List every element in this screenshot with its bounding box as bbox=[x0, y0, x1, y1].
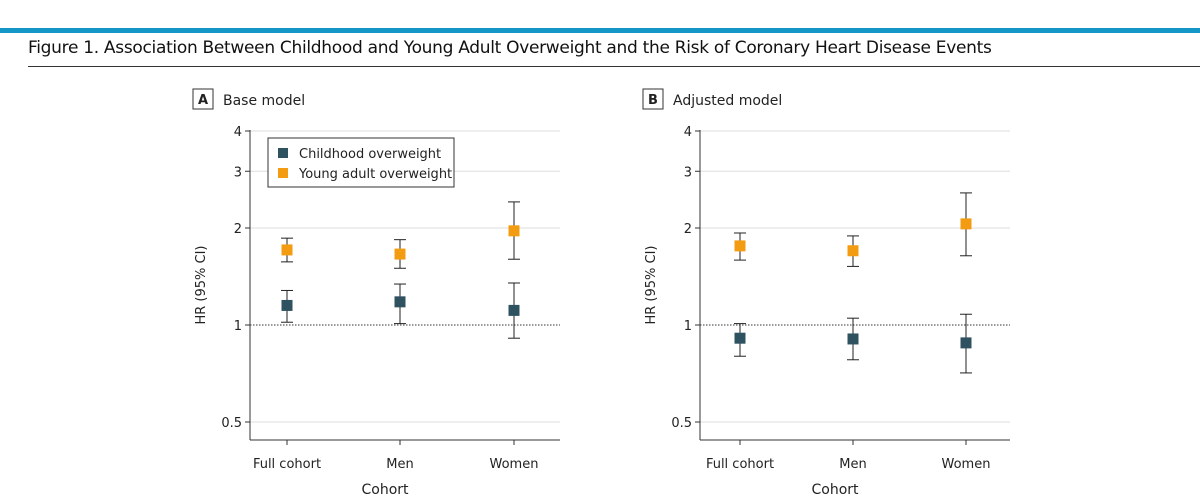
legend-label: Childhood overweight bbox=[299, 147, 441, 162]
panel-letter-box bbox=[642, 88, 664, 110]
data-point bbox=[734, 240, 746, 252]
y-axis-label: HR (95% CI) bbox=[644, 245, 659, 324]
legend-label: Young adult overweight bbox=[298, 167, 452, 182]
y-axis-label: HR (95% CI) bbox=[194, 245, 209, 324]
y-tick-label: 3 bbox=[234, 165, 242, 180]
x-axis-label: Cohort bbox=[361, 482, 409, 498]
legend-box bbox=[267, 137, 455, 188]
y-tick-label: 3 bbox=[684, 165, 692, 180]
data-point bbox=[394, 248, 406, 260]
x-tick-label: Full cohort bbox=[253, 457, 321, 472]
header-bar bbox=[0, 28, 1200, 33]
data-point bbox=[281, 299, 293, 311]
data-point bbox=[281, 244, 293, 256]
legend-swatch bbox=[278, 148, 288, 158]
data-point bbox=[394, 296, 406, 308]
panel-title: Base model bbox=[223, 93, 305, 109]
data-point bbox=[508, 304, 520, 316]
panel-A: A Base model 0.5 1 2 3 4 HR (95% CI) Full cohort… bbox=[192, 88, 560, 498]
title-divider bbox=[28, 66, 1200, 67]
legend: Childhood overweight Young adult overweig… bbox=[267, 137, 455, 188]
panel-letter: A bbox=[198, 93, 208, 108]
panel-letter-box bbox=[192, 88, 214, 110]
figure-title: Figure 1. Association Between Childhood … bbox=[28, 38, 992, 58]
panel-B: B Adjusted model 0.5 1 2 3 4 HR (95% CI) Full co… bbox=[642, 88, 1010, 498]
data-point bbox=[960, 337, 972, 349]
y-tick-label: 1 bbox=[684, 319, 692, 334]
data-point bbox=[847, 245, 859, 257]
x-axis-label: Cohort bbox=[811, 482, 859, 498]
x-tick-label: Women bbox=[942, 457, 991, 472]
y-tick-label: 4 bbox=[234, 125, 242, 140]
panel-title: Adjusted model bbox=[673, 93, 782, 109]
panel-letter: B bbox=[648, 93, 658, 108]
y-tick-label: 2 bbox=[234, 222, 242, 237]
data-point bbox=[734, 332, 746, 344]
y-tick-label: 4 bbox=[684, 125, 692, 140]
y-tick-label: 1 bbox=[234, 319, 242, 334]
x-tick-label: Men bbox=[839, 457, 866, 472]
y-tick-label: 0.5 bbox=[221, 416, 242, 431]
data-point bbox=[847, 333, 859, 345]
y-tick-label: 0.5 bbox=[671, 416, 692, 431]
y-tick-label: 2 bbox=[684, 222, 692, 237]
data-point bbox=[960, 218, 972, 230]
x-tick-label: Women bbox=[490, 457, 539, 472]
x-tick-label: Full cohort bbox=[706, 457, 774, 472]
legend-swatch bbox=[278, 168, 288, 178]
x-tick-label: Men bbox=[386, 457, 413, 472]
data-point bbox=[508, 225, 520, 237]
